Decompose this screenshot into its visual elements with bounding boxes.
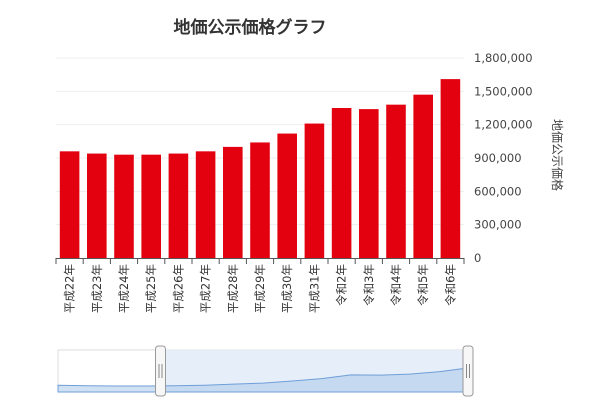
x-tick-label: 平成26年: [171, 264, 185, 313]
x-tick-label: 令和4年: [389, 264, 403, 306]
bar[interactable]: [304, 123, 325, 258]
x-tick-label: 平成23年: [90, 264, 104, 313]
bars-group: [59, 79, 461, 259]
x-tick-label: 平成25年: [144, 264, 158, 313]
bar[interactable]: [223, 146, 243, 258]
bar[interactable]: [114, 154, 134, 258]
bar[interactable]: [359, 109, 379, 258]
bar[interactable]: [87, 153, 107, 258]
range-navigator[interactable]: [57, 345, 474, 397]
bar[interactable]: [250, 142, 270, 258]
y-tick-label: 1,800,000: [474, 51, 533, 65]
chart-title: 地価公示価格グラフ: [174, 17, 327, 38]
y-axis: 0 300,000 600,000 900,000 1,200,000 1,500,000…: [474, 51, 533, 265]
bar[interactable]: [277, 133, 297, 258]
y-tick-label: 1,500,000: [474, 84, 533, 98]
y-tick-label: 300,000: [474, 218, 522, 232]
bar[interactable]: [168, 153, 189, 258]
bar[interactable]: [59, 151, 80, 258]
x-tick-label: 令和5年: [416, 264, 430, 306]
bar[interactable]: [331, 108, 352, 258]
y-tick-label: 900,000: [474, 151, 522, 165]
x-tick-label: 平成31年: [307, 264, 321, 313]
bar[interactable]: [386, 104, 406, 259]
y-tick-label: 600,000: [474, 184, 522, 198]
x-tick-label: 平成22年: [63, 264, 77, 313]
bar[interactable]: [195, 151, 216, 258]
x-tick-label: 平成29年: [253, 264, 267, 313]
x-axis: 平成22年 平成23年 平成24年 平成25年 平成26年 平成27年 平成28年 平成29年…: [55, 258, 465, 313]
x-tick-label: 平成27年: [199, 264, 213, 313]
navigator-right-handle[interactable]: [462, 345, 474, 397]
x-tick-label: 平成28年: [226, 264, 240, 313]
y-tick-label: 1,200,000: [474, 118, 533, 132]
x-tick-label: 平成24年: [117, 264, 131, 313]
y-tick-label: 0: [474, 251, 481, 265]
bar[interactable]: [413, 94, 433, 259]
x-tick-label: 令和2年: [335, 264, 349, 306]
x-tick-label: 令和6年: [443, 264, 457, 306]
y-axis-title: 地価公示価格: [550, 119, 565, 191]
bar[interactable]: [141, 154, 161, 258]
x-tick-label: 平成30年: [280, 264, 294, 313]
x-tick-label: 令和3年: [362, 264, 376, 306]
navigator-left-handle[interactable]: [155, 345, 166, 397]
bar[interactable]: [440, 79, 461, 258]
